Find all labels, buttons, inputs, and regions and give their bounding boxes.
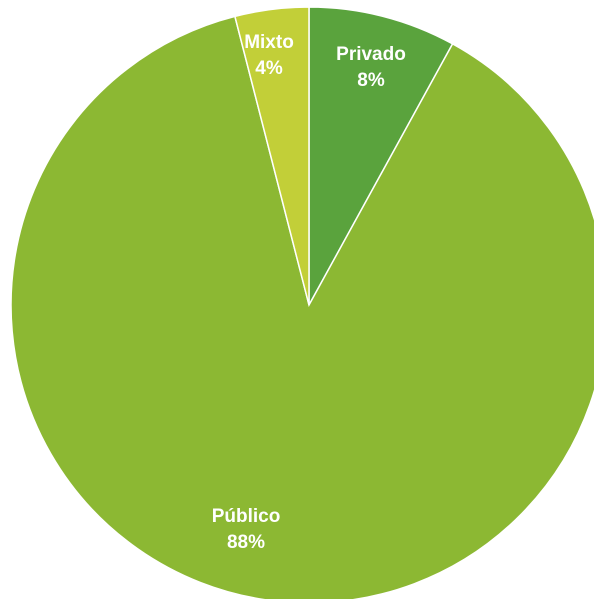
slice-label-mixto: Mixto — [244, 32, 294, 53]
slice-label-privado: Privado — [336, 44, 406, 65]
slice-value-mixto: 4% — [255, 58, 283, 79]
pie-labels: Privado 8% Público 88% Mixto 4% — [212, 32, 406, 553]
slice-value-publico: 88% — [227, 532, 265, 553]
pie-slices — [10, 6, 594, 599]
pie-slice-mixto — [233, 6, 310, 306]
slice-label-publico: Público — [212, 506, 281, 527]
pie-slice-privado — [308, 6, 454, 306]
slice-value-privado: 8% — [357, 70, 385, 91]
pie-slice-publico — [10, 15, 594, 599]
